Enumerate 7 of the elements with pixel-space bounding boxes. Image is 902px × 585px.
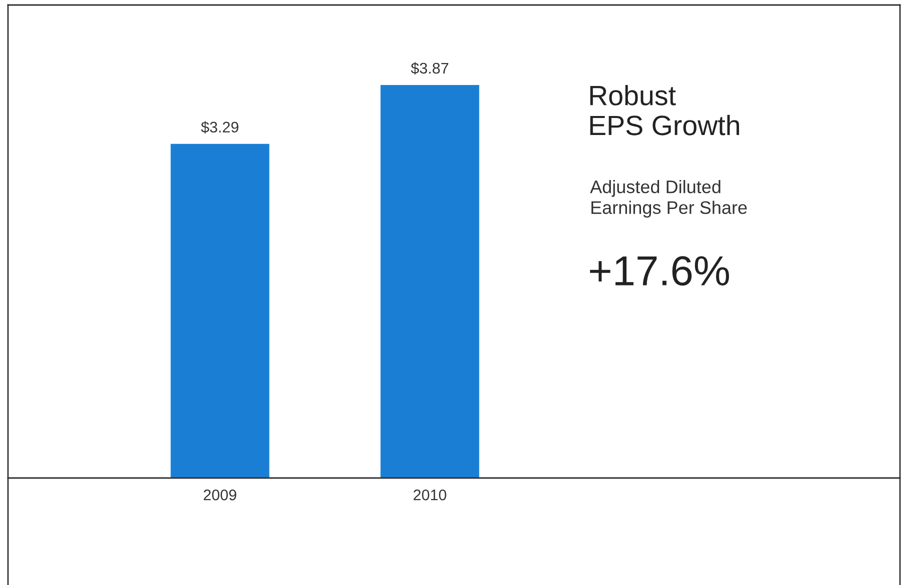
x-tick-label: 2009 [204, 490, 236, 500]
data-label: $3.29 [201, 121, 238, 134]
x-tick-label: 2010 [414, 490, 446, 500]
text: Robust EPS Growth [590, 85, 740, 136]
text: +17.6% [590, 256, 729, 286]
data-label: $3.87 [410, 62, 448, 75]
text: Adjusted Diluted Earnings Per Share [590, 180, 747, 218]
